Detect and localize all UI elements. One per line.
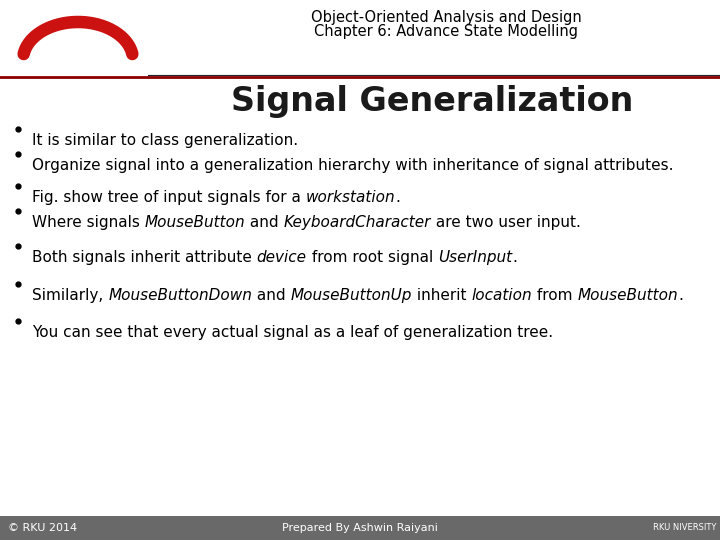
Text: and: and	[246, 215, 284, 230]
Text: Fig. show tree of input signals for a: Fig. show tree of input signals for a	[32, 190, 306, 205]
Text: Chapter 6: Advance State Modelling: Chapter 6: Advance State Modelling	[315, 24, 578, 39]
Text: MouseButtonDown: MouseButtonDown	[108, 288, 252, 303]
Text: device: device	[257, 250, 307, 265]
Text: It is similar to class generalization.: It is similar to class generalization.	[32, 133, 298, 148]
Text: Similarly,: Similarly,	[32, 288, 108, 303]
Text: MouseButtonUp: MouseButtonUp	[290, 288, 412, 303]
Text: and: and	[252, 288, 290, 303]
Text: MouseButton: MouseButton	[577, 288, 678, 303]
Text: Both signals inherit attribute: Both signals inherit attribute	[32, 250, 257, 265]
Bar	[0, 516, 720, 540]
Text: inherit: inherit	[412, 288, 472, 303]
Text: RKU NIVERSITY: RKU NIVERSITY	[653, 523, 716, 532]
Text: Object-Oriented Analysis and Design: Object-Oriented Analysis and Design	[311, 10, 582, 25]
Text: are two user input.: are two user input.	[431, 215, 581, 230]
Text: You can see that every actual signal as a leaf of generalization tree.: You can see that every actual signal as …	[32, 325, 553, 340]
Text: .: .	[678, 288, 683, 303]
Text: .: .	[395, 190, 400, 205]
Text: from root signal: from root signal	[307, 250, 438, 265]
Text: workstation: workstation	[306, 190, 395, 205]
Text: © RKU 2014: © RKU 2014	[8, 523, 77, 533]
Text: .: .	[512, 250, 517, 265]
Text: from: from	[532, 288, 577, 303]
Text: Organize signal into a generalization hierarchy with inheritance of signal attri: Organize signal into a generalization hi…	[32, 158, 673, 173]
Text: location: location	[472, 288, 532, 303]
Text: KeyboardCharacter: KeyboardCharacter	[284, 215, 431, 230]
Text: Prepared By Ashwin Raiyani: Prepared By Ashwin Raiyani	[282, 523, 438, 533]
Text: Signal Generalization: Signal Generalization	[231, 85, 633, 118]
Text: UserInput: UserInput	[438, 250, 512, 265]
Text: MouseButton: MouseButton	[145, 215, 246, 230]
Text: Where signals: Where signals	[32, 215, 145, 230]
